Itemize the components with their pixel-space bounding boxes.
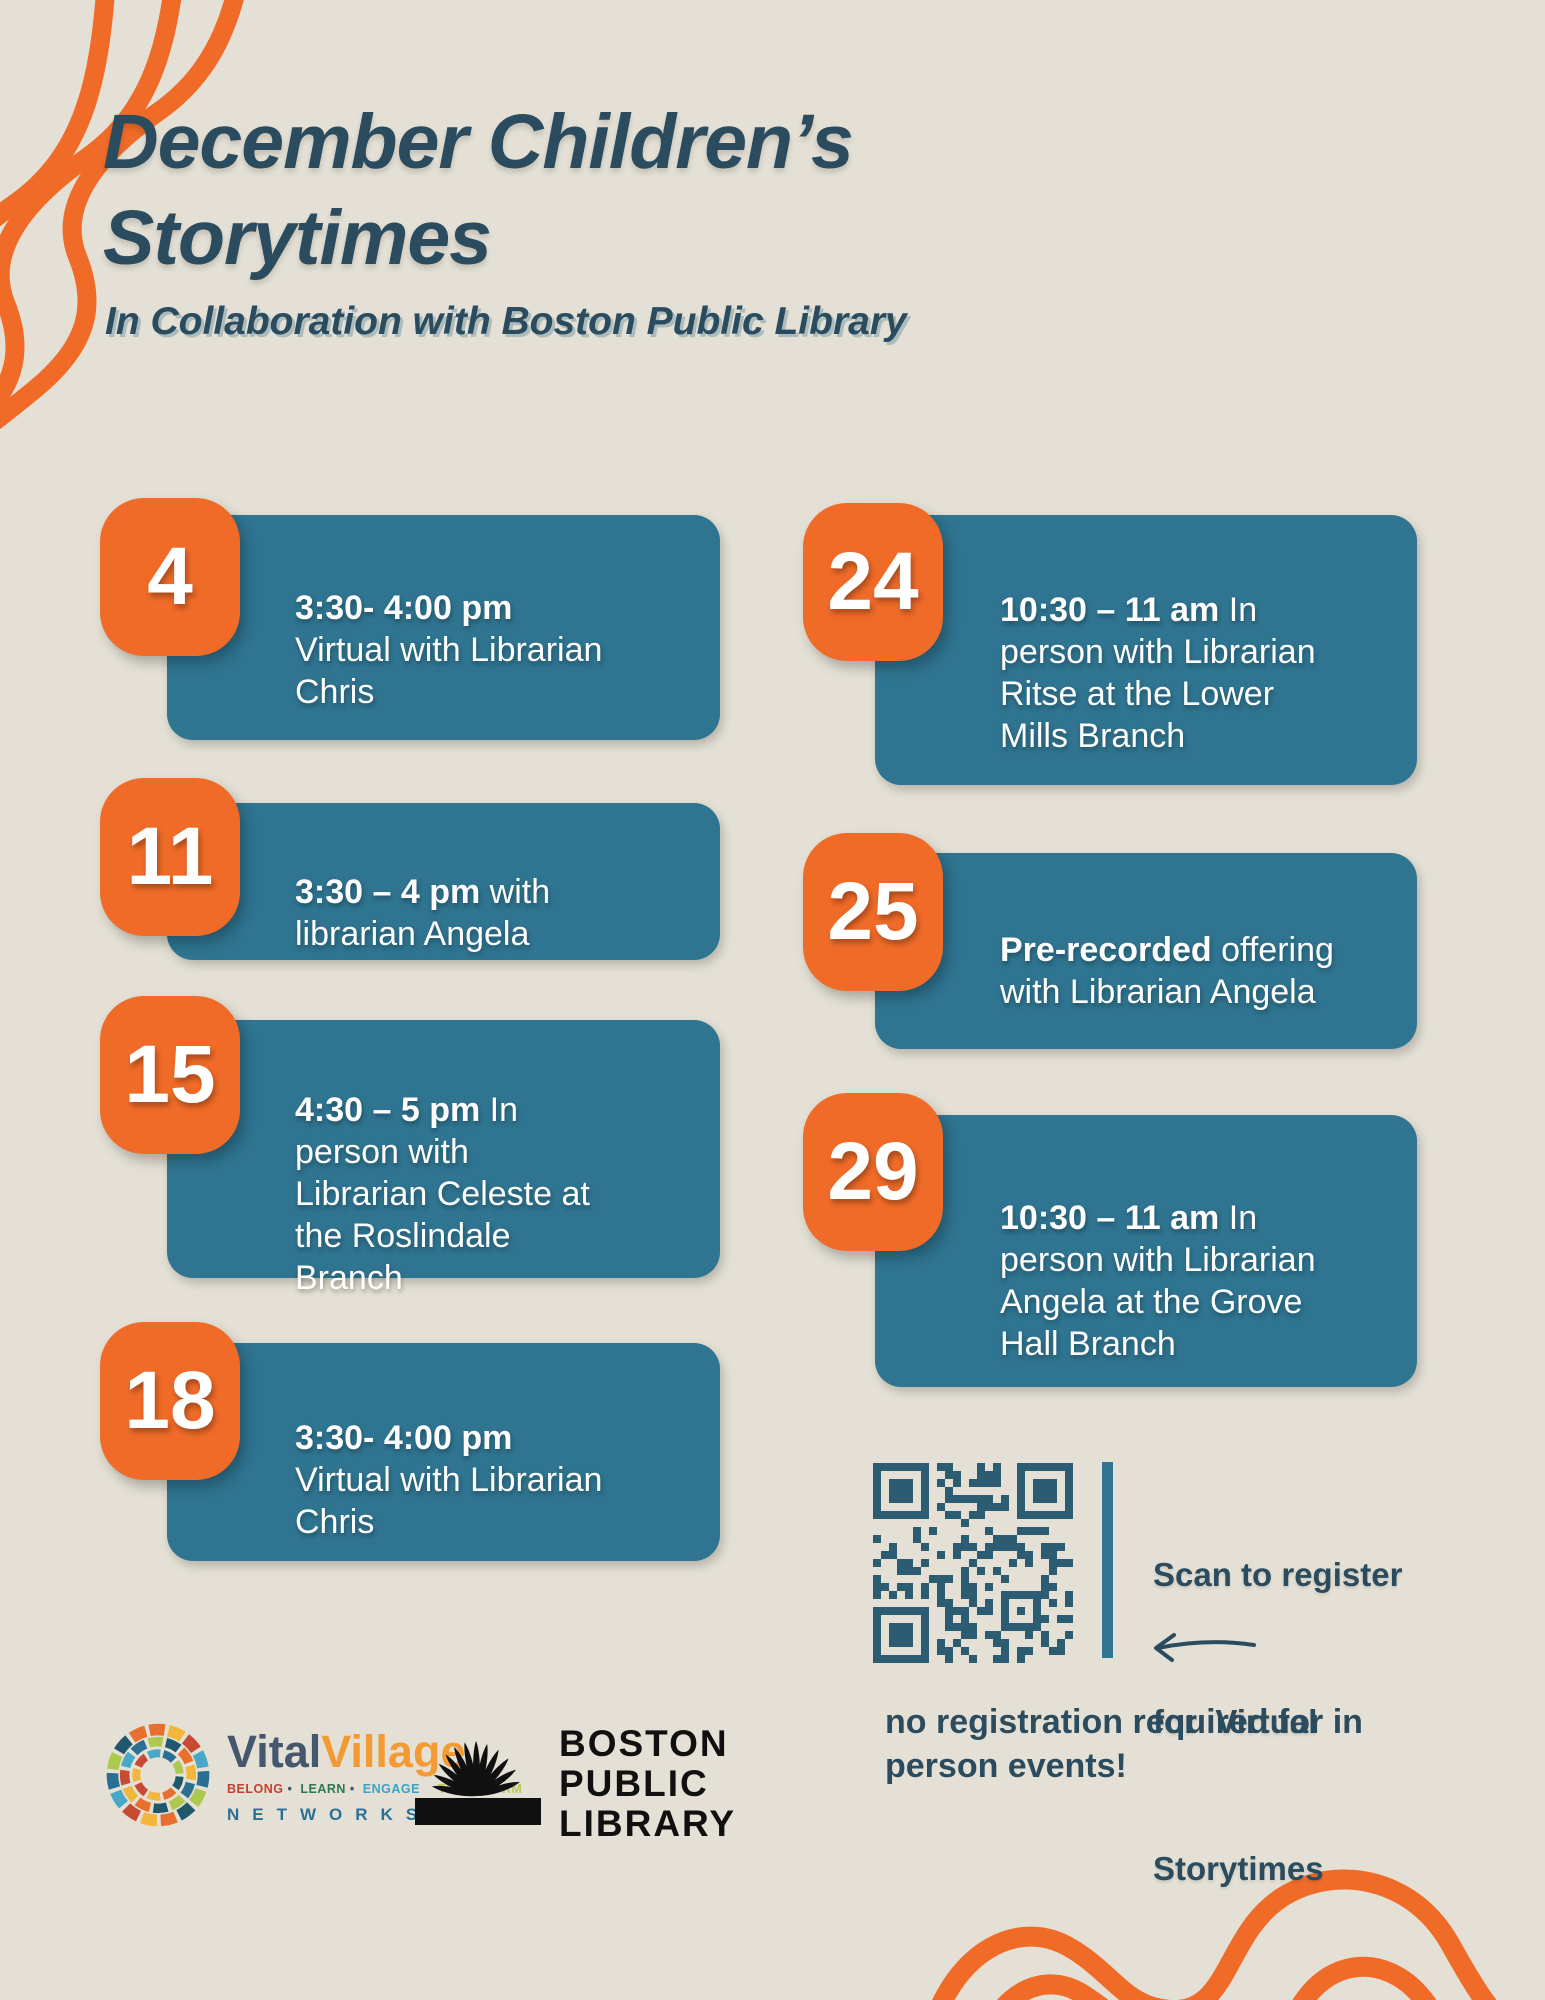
page-title: December Children’s Storytimes [103, 94, 854, 286]
bpl-wordmark: BOSTON PUBLIC LIBRARY [559, 1708, 736, 1844]
event-date-badge: 25 [803, 833, 943, 991]
note-line: no registration required for in [885, 1703, 1363, 1741]
event-text: Pre-recorded offering with Librarian Ang… [1000, 929, 1345, 1013]
bpl-word: LIBRARY [559, 1803, 737, 1844]
event-desc: In person with Librarian Celeste at the … [295, 1091, 590, 1297]
event-date-badge: 4 [100, 498, 240, 656]
event-desc: with librarian Angela [295, 873, 551, 953]
arrow-left-icon [1154, 1633, 1256, 1662]
no-registration-note: no registration required for in person e… [885, 1700, 1363, 1788]
event-date-badge: 15 [100, 996, 240, 1154]
event-desc: Virtual with Librarian Chris [295, 631, 603, 711]
wave-squiggle-bottom-right-decoration [932, 1869, 1497, 2000]
event-time: 10:30 – 11 am [1000, 1199, 1220, 1237]
event-time: 10:30 – 11 am [1000, 591, 1220, 629]
vital-village-rings-icon [106, 1723, 210, 1827]
event-time: 3:30 – 4 pm [295, 873, 481, 911]
bpl-word: BOSTON [559, 1723, 729, 1764]
vital-village-networks: NETWORKS [227, 1805, 431, 1824]
event-time: 3:30- 4:00 pm [295, 589, 513, 627]
tagline-word: ENGAGE [362, 1782, 420, 1796]
bpl-word: PUBLIC [559, 1763, 709, 1804]
vital-word: Vital [227, 1726, 322, 1777]
event-text: 3:30- 4:00 pm Virtual with Librarian Chr… [295, 587, 605, 713]
note-line: person events! [885, 1747, 1127, 1785]
event-time: Pre-recorded [1000, 931, 1212, 969]
page-title-line1: December Children’s [103, 99, 854, 185]
event-text: 10:30 – 11 am In person with Librarian A… [1000, 1197, 1345, 1365]
scan-to-register-text: Scan to register for Virtual Storytimes [1153, 1452, 1402, 1991]
event-panel-dec-18: 3:30- 4:00 pm Virtual with Librarian Chr… [167, 1343, 720, 1561]
event-panel-dec-15: 4:30 – 5 pm In person with Librarian Cel… [167, 1020, 720, 1297]
page-title-line2: Storytimes [103, 195, 492, 281]
event-panel-dec-11: 3:30 – 4 pm with librarian Angela [167, 803, 720, 960]
event-date-badge: 24 [803, 503, 943, 661]
event-desc: In person with Librarian Angela at the G… [1000, 1199, 1316, 1363]
page-subtitle: In Collaboration with Boston Public Libr… [105, 300, 907, 343]
qr-code [873, 1463, 1073, 1663]
event-text: 3:30- 4:00 pm Virtual with Librarian Chr… [295, 1417, 605, 1543]
scan-line: Scan to register [1153, 1556, 1403, 1593]
event-panel-dec-4: 3:30- 4:00 pm Virtual with Librarian Chr… [167, 515, 720, 740]
event-date-badge: 18 [100, 1322, 240, 1480]
bpl-book-fan-icon [415, 1741, 541, 1825]
scan-line: for Virtual [1153, 1703, 1318, 1740]
event-desc: Virtual with Librarian Chris [295, 1461, 603, 1541]
event-text: 4:30 – 5 pm In person with Librarian Cel… [295, 1089, 605, 1299]
event-panel-dec-29: 10:30 – 11 am In person with Librarian A… [875, 1115, 1417, 1387]
vertical-divider [1102, 1462, 1113, 1658]
event-date-badge: 11 [100, 778, 240, 936]
event-time: 4:30 – 5 pm [295, 1091, 481, 1129]
tagline-word: BELONG [227, 1782, 284, 1796]
event-desc: In person with Librarian Ritse at the Lo… [1000, 591, 1316, 755]
event-desc: offering with Librarian Angela [1000, 931, 1334, 1011]
scan-line: Storytimes [1153, 1850, 1324, 1887]
event-text: 10:30 – 11 am In person with Librarian R… [1000, 589, 1345, 757]
event-panel-dec-24: 10:30 – 11 am In person with Librarian R… [875, 515, 1417, 785]
event-time: 3:30- 4:00 pm [295, 1419, 513, 1457]
tagline-word: LEARN [300, 1782, 346, 1796]
event-text: 3:30 – 4 pm with librarian Angela [295, 871, 605, 955]
boston-public-library-logo: BOSTON PUBLIC LIBRARY [415, 1708, 736, 1844]
tagline-bullet: • [349, 1782, 355, 1796]
event-date-badge: 29 [803, 1093, 943, 1251]
tagline-bullet: • [287, 1782, 293, 1796]
event-panel-dec-25: Pre-recorded offering with Librarian Ang… [875, 853, 1417, 1049]
